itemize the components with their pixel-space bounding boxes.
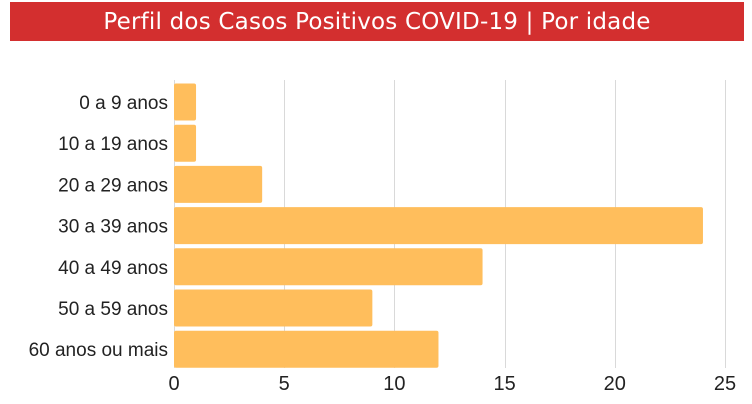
bar-0 — [174, 83, 197, 121]
category-label: 20 a 29 anos — [58, 175, 168, 196]
category-label: 40 a 49 anos — [58, 258, 168, 279]
category-label: 10 a 19 anos — [58, 134, 168, 155]
bar-3 — [174, 207, 703, 245]
chart-title-bar: Perfil dos Casos Positivos COVID-19 | Po… — [10, 2, 744, 41]
x-tick-label: 5 — [279, 373, 290, 395]
bar-1 — [174, 124, 197, 162]
x-tick-label: 25 — [714, 373, 736, 395]
category-label: 60 anos ou mais — [29, 340, 168, 361]
chart-title: Perfil dos Casos Positivos COVID-19 | Po… — [103, 8, 651, 35]
bar-2 — [174, 165, 263, 203]
x-tick-labels: 0 5 10 15 20 25 — [168, 373, 736, 395]
bar-4 — [174, 248, 483, 286]
x-tick-label: 10 — [383, 373, 405, 395]
x-tick-label: 15 — [493, 373, 515, 395]
x-tick-label: 20 — [604, 373, 626, 395]
category-label: 30 a 39 anos — [58, 217, 168, 238]
bar-6 — [174, 330, 439, 368]
category-label: 50 a 59 anos — [58, 299, 168, 320]
category-label: 0 a 9 anos — [79, 93, 168, 114]
category-labels: 0 a 9 anos 10 a 19 anos 20 a 29 anos 30 a 3… — [29, 93, 168, 361]
bar-5 — [174, 289, 373, 327]
x-tick-label: 0 — [168, 373, 179, 395]
bars — [174, 83, 703, 368]
